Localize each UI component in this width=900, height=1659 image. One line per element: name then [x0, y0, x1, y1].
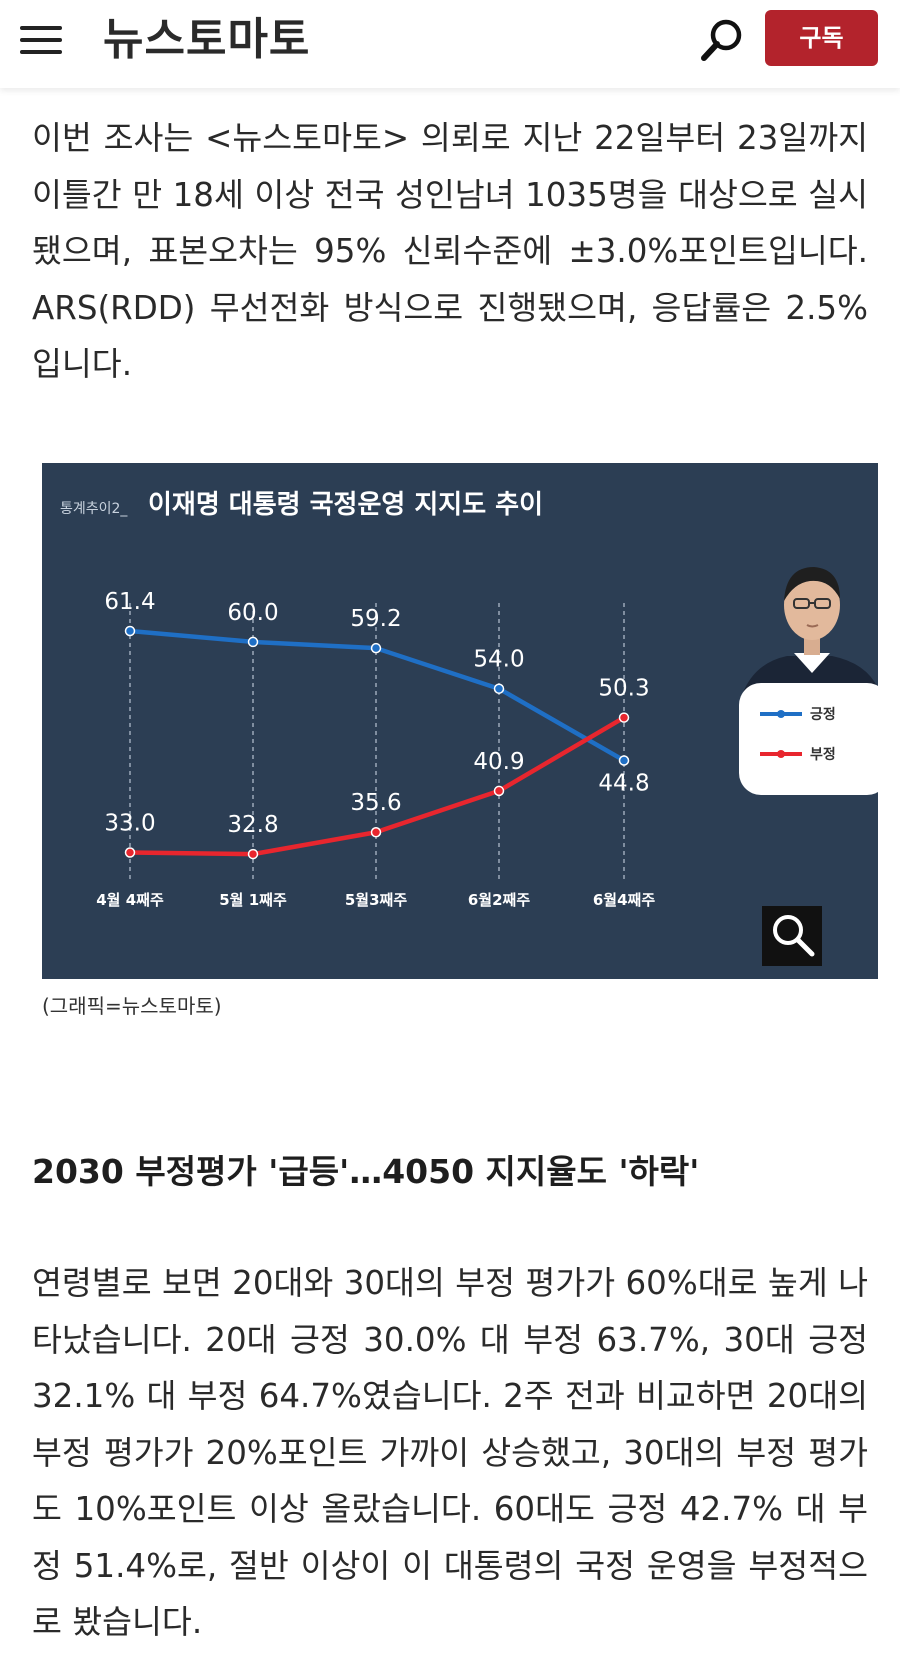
data-label: 40.9	[473, 749, 524, 775]
data-point	[124, 625, 136, 637]
data-label: 59.2	[350, 606, 401, 632]
data-label: 32.8	[227, 812, 278, 838]
chart-title: 이재명 대통령 국정운영 지지도 추이	[148, 490, 543, 520]
data-label: 61.4	[104, 589, 155, 615]
legend-label-positive: 긍정	[810, 706, 836, 723]
search-icon[interactable]	[698, 16, 746, 64]
data-point	[370, 642, 382, 654]
legend-dot-positive	[777, 710, 785, 718]
line-chart: 통계추이2_ 이재명 대통령 국정운영 지지도 추이 긍정 부정 4월 4째주 5…	[60, 490, 878, 966]
chart-title-prefix: 통계추이2_	[60, 501, 128, 517]
x-tick-label: 4월 4째주	[96, 891, 164, 909]
data-label: 33.0	[104, 811, 155, 837]
site-header: 뉴스토마토 구독	[0, 0, 900, 88]
politician-portrait	[742, 567, 878, 695]
legend-dot-negative	[777, 750, 785, 758]
magnifier-zoom-icon[interactable]	[762, 906, 822, 966]
data-label: 35.6	[350, 790, 401, 816]
data-point	[493, 785, 505, 797]
data-point	[370, 826, 382, 838]
data-point	[124, 847, 136, 858]
figure-caption: (그래픽=뉴스토마토)	[42, 994, 222, 1018]
data-point	[247, 636, 259, 648]
article-paragraph: 연령별로 보면 20대와 30대의 부정 평가가 60%대로 높게 나타났습니다…	[32, 1264, 868, 1641]
data-point	[618, 712, 630, 723]
section-subheading: 2030 부정평가 '급등'…4050 지지율도 '하락'	[32, 1152, 700, 1191]
x-tick-label: 6월2째주	[468, 891, 530, 909]
article-paragraph: 이번 조사는 <뉴스토마토> 의뢰로 지난 22일부터 23일까지 이틀간 만 …	[32, 119, 868, 383]
x-tick-label: 5월3째주	[345, 891, 407, 909]
site-logo[interactable]: 뉴스토마토	[103, 14, 311, 65]
data-label: 50.3	[598, 676, 649, 702]
hamburger-menu-icon[interactable]	[20, 20, 64, 60]
plot-area: 4월 4째주 5월 1째주 5월3째주 6월2째주 6월4째주 61.4 60.0 59.2 5…	[96, 589, 655, 909]
data-label: 54.0	[473, 647, 524, 673]
chart-legend: 긍정 부정	[739, 683, 878, 795]
legend-label-negative: 부정	[810, 746, 836, 763]
x-tick-label: 6월4째주	[593, 891, 655, 909]
subscribe-button[interactable]: 구독	[765, 10, 878, 66]
chart-figure: 통계추이2_ 이재명 대통령 국정운영 지지도 추이 긍정 부정 4월 4째주 5…	[42, 463, 878, 979]
x-tick-label: 5월 1째주	[219, 891, 287, 909]
data-point	[493, 683, 505, 694]
data-label: 44.8	[598, 770, 649, 796]
data-label: 60.0	[227, 600, 278, 626]
data-point	[247, 848, 259, 860]
data-point	[618, 755, 630, 766]
